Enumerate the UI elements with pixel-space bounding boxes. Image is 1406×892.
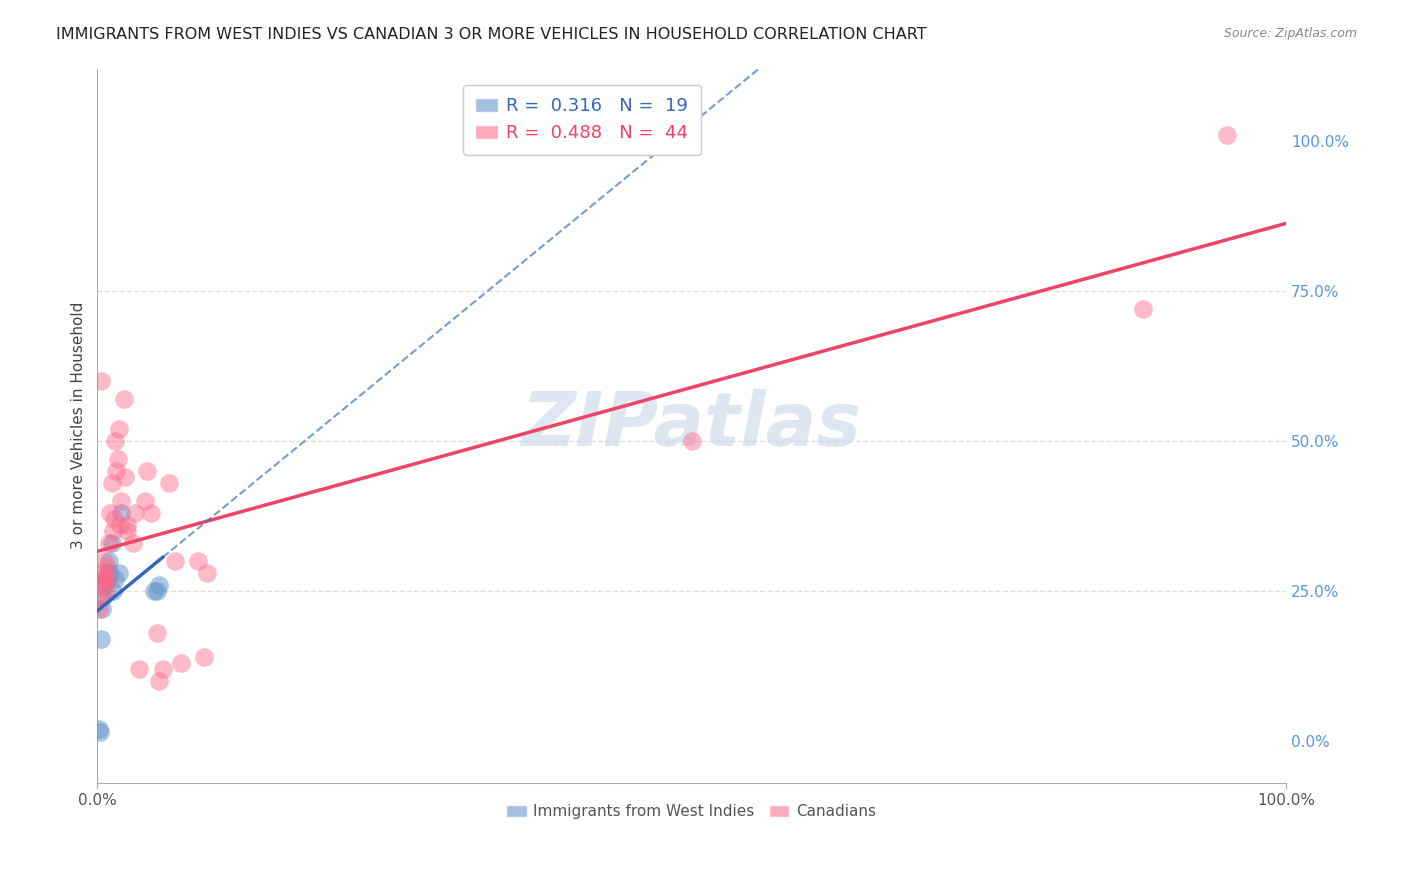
Point — [122, 536, 145, 550]
Point — [112, 392, 135, 406]
Point — [152, 662, 174, 676]
Point — [93, 572, 115, 586]
Point — [157, 475, 180, 490]
Point — [134, 493, 156, 508]
Point — [187, 554, 209, 568]
Point — [105, 464, 128, 478]
Point — [193, 649, 215, 664]
Point — [107, 566, 129, 580]
Point — [91, 602, 114, 616]
Point — [94, 572, 117, 586]
Point — [143, 583, 166, 598]
Point — [195, 566, 218, 580]
Point — [139, 506, 162, 520]
Point — [681, 434, 703, 448]
Text: ZIPatlas: ZIPatlas — [522, 389, 862, 462]
Point — [89, 725, 111, 739]
Point — [101, 524, 124, 538]
Point — [87, 602, 110, 616]
Point — [97, 566, 120, 580]
Point — [104, 434, 127, 448]
Point — [169, 656, 191, 670]
Point — [163, 554, 186, 568]
Point — [89, 590, 111, 604]
Point — [96, 572, 118, 586]
Point — [1132, 301, 1154, 316]
Point — [100, 536, 122, 550]
Text: Source: ZipAtlas.com: Source: ZipAtlas.com — [1223, 27, 1357, 40]
Point — [148, 673, 170, 688]
Point — [93, 554, 115, 568]
Point — [97, 572, 120, 586]
Point — [100, 475, 122, 490]
Point — [91, 578, 114, 592]
Point — [100, 506, 122, 520]
Point — [90, 374, 112, 388]
Point — [87, 722, 110, 736]
Point — [96, 560, 118, 574]
Point — [124, 506, 146, 520]
Point — [101, 583, 124, 598]
Point — [148, 578, 170, 592]
Point — [94, 583, 117, 598]
Point — [93, 578, 115, 592]
Text: IMMIGRANTS FROM WEST INDIES VS CANADIAN 3 OR MORE VEHICLES IN HOUSEHOLD CORRELAT: IMMIGRANTS FROM WEST INDIES VS CANADIAN … — [56, 27, 927, 42]
Point — [115, 524, 138, 538]
Point — [110, 493, 132, 508]
Point — [107, 451, 129, 466]
Point — [1215, 128, 1237, 142]
Point — [91, 566, 114, 580]
Point — [136, 464, 159, 478]
Point — [90, 632, 112, 646]
Point — [128, 662, 150, 676]
Legend: Immigrants from West Indies, Canadians: Immigrants from West Indies, Canadians — [502, 798, 882, 825]
Point — [91, 572, 114, 586]
Point — [100, 566, 122, 580]
Point — [146, 583, 169, 598]
Point — [98, 554, 121, 568]
Point — [108, 517, 131, 532]
Point — [115, 517, 138, 532]
Y-axis label: 3 or more Vehicles in Household: 3 or more Vehicles in Household — [72, 302, 86, 549]
Point — [103, 512, 125, 526]
Point — [107, 422, 129, 436]
Point — [91, 590, 114, 604]
Point — [146, 626, 169, 640]
Point — [110, 506, 132, 520]
Point — [114, 470, 136, 484]
Point — [98, 536, 121, 550]
Point — [104, 572, 127, 586]
